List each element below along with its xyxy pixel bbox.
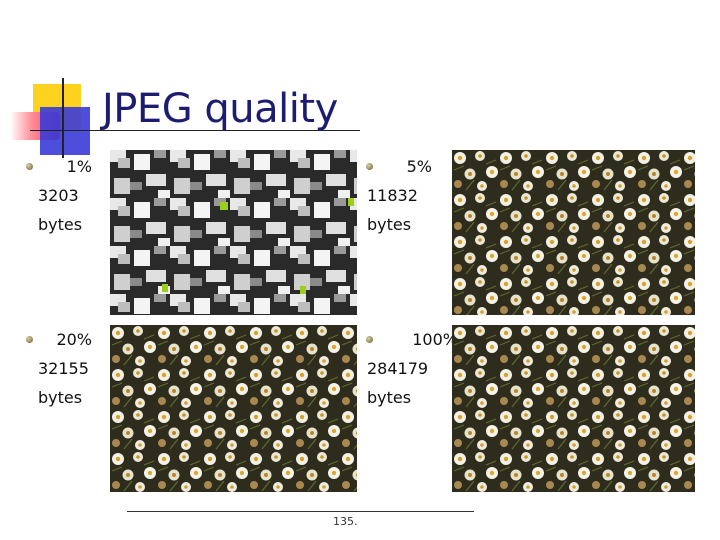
unit: bytes — [367, 215, 412, 234]
size: 3203 — [38, 186, 79, 205]
item: 1% 3203 bytes — [26, 152, 110, 239]
slide-title: JPEG quality — [102, 86, 338, 132]
size: 32155 — [38, 359, 89, 378]
deco-vline — [62, 78, 64, 158]
bullet — [366, 336, 373, 343]
quality: 20% — [56, 330, 92, 349]
item: 20% 32155 bytes — [26, 325, 110, 412]
quality: 1% — [66, 157, 92, 176]
image-5pct — [452, 150, 695, 315]
deco-hline — [30, 130, 360, 131]
unit: bytes — [38, 215, 83, 234]
quality: 100% — [412, 330, 458, 349]
item: 5% 11832 bytes — [366, 152, 450, 239]
deco-blue — [40, 107, 90, 155]
bullet — [366, 163, 373, 170]
quality: 5% — [406, 157, 432, 176]
footer-line — [127, 511, 474, 512]
bullet — [26, 336, 33, 343]
page-number: 135. — [333, 515, 358, 528]
bullet — [26, 163, 33, 170]
size: 284179 — [367, 359, 429, 378]
image-20pct — [110, 325, 357, 492]
item: 100% 284179 bytes — [366, 325, 458, 412]
unit: bytes — [367, 388, 412, 407]
image-1pct — [110, 150, 357, 315]
unit: bytes — [38, 388, 83, 407]
image-100pct — [452, 325, 695, 492]
size: 11832 — [367, 186, 418, 205]
